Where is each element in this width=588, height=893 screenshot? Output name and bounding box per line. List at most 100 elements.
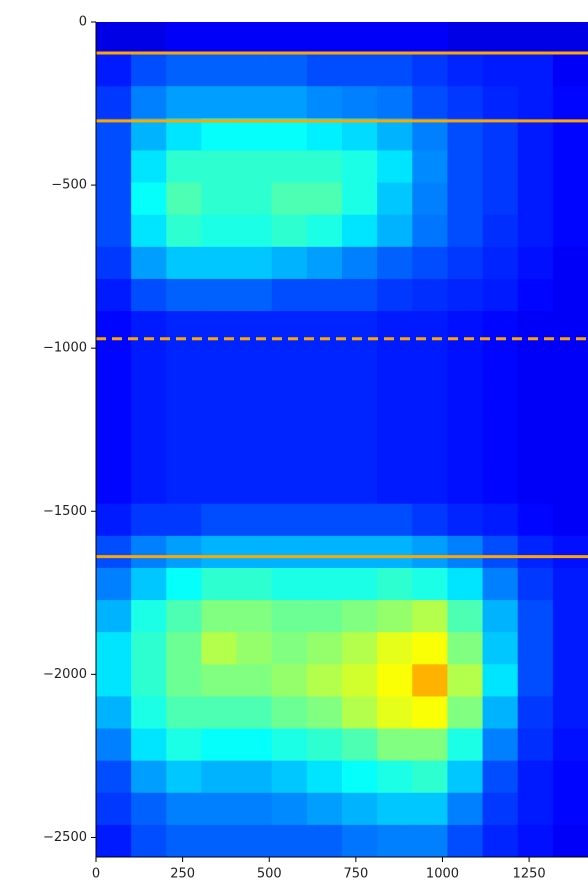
heat-cell [201,246,238,280]
heat-cell [131,824,167,858]
heat-cell [166,632,202,665]
x-tick-label: 1000 [426,867,459,882]
heat-cell [131,632,167,665]
heat-cell [271,118,308,151]
heat-cell [412,22,448,55]
heat-cell [271,824,308,858]
heat-cell [236,664,273,697]
heat-cell [166,600,202,633]
heat-cell [377,664,413,697]
heat-cell [552,343,588,376]
heat-cell [96,664,132,697]
heat-cell [131,503,167,537]
heat-cell [96,600,132,633]
heat-cell [236,728,273,762]
heat-cell [482,407,519,440]
heat-cell [342,792,378,826]
heat-cell [342,535,378,569]
heat-cell [447,760,484,794]
heat-cell [412,696,448,730]
heat-cell [306,760,343,794]
heat-cell [482,760,519,794]
heat-cell [306,54,343,87]
heat-cell [377,182,413,216]
heat-cell [131,343,167,376]
heat-cell [377,118,413,151]
heat-cell [517,22,554,55]
heat-cell [552,214,588,248]
heat-cell [447,278,484,312]
heat-cell [306,407,343,440]
y-tick-label: 0 [79,15,87,30]
heat-cell [236,760,273,794]
heat-cell [236,567,273,601]
heat-cell [306,728,343,762]
heat-cell [166,118,202,151]
heat-cell [377,246,413,280]
heat-cell [517,632,554,665]
heat-cell [552,792,588,826]
heat-cell [482,150,519,184]
heat-cell [517,150,554,184]
heat-cell [96,214,132,248]
heat-cell [236,22,273,55]
heat-cell [96,792,132,826]
heat-cell [482,54,519,87]
heat-cell [166,824,202,858]
heat-cell [377,375,413,408]
heat-cell [236,278,273,312]
heat-cell [166,471,202,505]
heat-cell [96,503,132,537]
heat-cell [552,696,588,730]
heat-cell [482,728,519,762]
heat-cell [517,54,554,87]
heat-cell [377,471,413,505]
heat-cell [271,182,308,216]
heat-cell [482,632,519,665]
heat-cell [201,214,238,248]
heat-cell [131,86,167,119]
heat-cell [201,760,238,794]
heat-cell [306,792,343,826]
heat-cell [201,664,238,697]
heat-cell [342,728,378,762]
heat-cell [342,343,378,376]
heat-cell [552,600,588,633]
heat-cell [271,567,308,601]
heat-cell [412,375,448,408]
heat-cell [96,632,132,665]
heat-cell [517,439,554,473]
heat-cell [412,632,448,665]
heat-cell [96,439,132,473]
heat-cell [482,375,519,408]
heat-cell [412,439,448,473]
heat-cell [96,150,132,184]
heat-cell [342,503,378,537]
heat-cell [447,246,484,280]
heat-cell [96,343,132,376]
heat-cell [377,343,413,376]
heat-cell [201,182,238,216]
heat-cell [482,182,519,216]
heat-cell [552,54,588,87]
heat-cell [236,118,273,151]
heat-cell [517,86,554,119]
heat-cell [377,439,413,473]
heat-cell [201,503,238,537]
heat-cell [342,696,378,730]
heat-cell [552,535,588,569]
heat-cell [166,664,202,697]
heat-cell [271,407,308,440]
heat-cell [447,567,484,601]
heat-cell [271,503,308,537]
heat-cell [377,22,413,55]
heat-cell [517,760,554,794]
heat-cell [166,760,202,794]
heat-cell [271,150,308,184]
heat-cell [166,278,202,312]
heat-cell [552,728,588,762]
heat-cell [482,471,519,505]
heat-cell [482,439,519,473]
heat-cell [517,503,554,537]
heat-cell [412,535,448,569]
